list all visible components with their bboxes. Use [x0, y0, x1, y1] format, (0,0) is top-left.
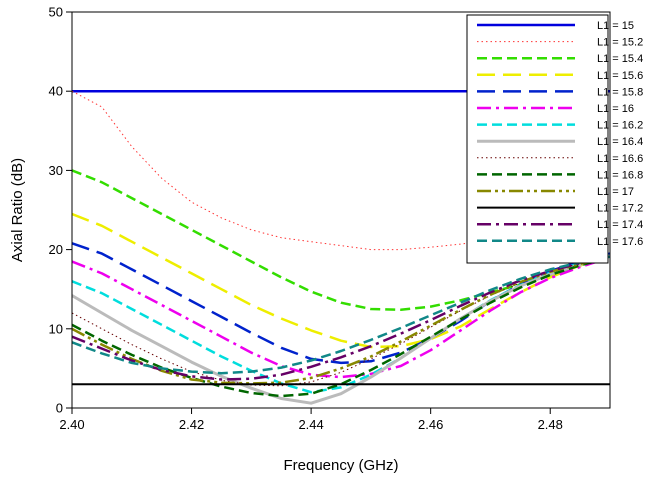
legend-label: L1 = 17.4	[597, 219, 643, 231]
x-tick-label: 2.42	[179, 417, 204, 432]
legend-label: L1 = 15	[597, 20, 634, 32]
series-line-1	[72, 90, 610, 251]
plot-area	[72, 89, 610, 405]
legend-label: L1 = 16.6	[597, 153, 643, 165]
series-line-6	[72, 253, 610, 394]
x-tick-label: 2.48	[538, 417, 563, 432]
legend: L1 = 15 L1 = 15.2 L1 = 15.4 L1 = 15.6 L1 = 1…	[466, 14, 643, 264]
legend-label: L1 = 15.8	[597, 86, 643, 98]
y-tick-label: 0	[56, 401, 63, 416]
series-line-7	[72, 254, 610, 405]
legend-label: L1 = 17.2	[597, 203, 643, 215]
series-line-13	[72, 255, 610, 375]
y-tick-label: 10	[49, 321, 63, 336]
x-tick-label: 2.40	[59, 417, 84, 432]
series-line-10	[72, 256, 610, 385]
y-axis-label: Axial Ratio (dB)	[9, 158, 26, 262]
legend-label: L1 = 16.4	[597, 136, 643, 148]
x-tick-label: 2.44	[298, 417, 323, 432]
y-tick-label: 40	[49, 84, 63, 99]
legend-label: L1 = 16	[597, 103, 634, 115]
axis-ticks: 2.40 2.42 2.44 2.46 2.48 0 10 20 30 40 50	[49, 5, 563, 433]
legend-label: L1 = 15.2	[597, 37, 643, 49]
x-tick-label: 2.46	[418, 417, 443, 432]
series-line-12	[72, 255, 610, 381]
legend-label: L1 = 15.4	[597, 53, 643, 65]
series-line-3	[72, 212, 610, 349]
legend-label: L1 = 15.6	[597, 70, 643, 82]
plot-frame	[71, 11, 611, 409]
legend-box	[466, 14, 609, 264]
series-line-5	[72, 256, 610, 379]
y-tick-label: 50	[49, 5, 63, 20]
legend-label: L1 = 16.8	[597, 169, 643, 181]
legend-label: L1 = 17	[597, 186, 634, 198]
x-axis-label: Frequency (GHz)	[283, 457, 398, 474]
legend-label: L1 = 17.6	[597, 236, 643, 248]
y-tick-label: 30	[49, 163, 63, 178]
legend-label: L1 = 16.2	[597, 120, 643, 132]
y-tick-label: 20	[49, 242, 63, 257]
